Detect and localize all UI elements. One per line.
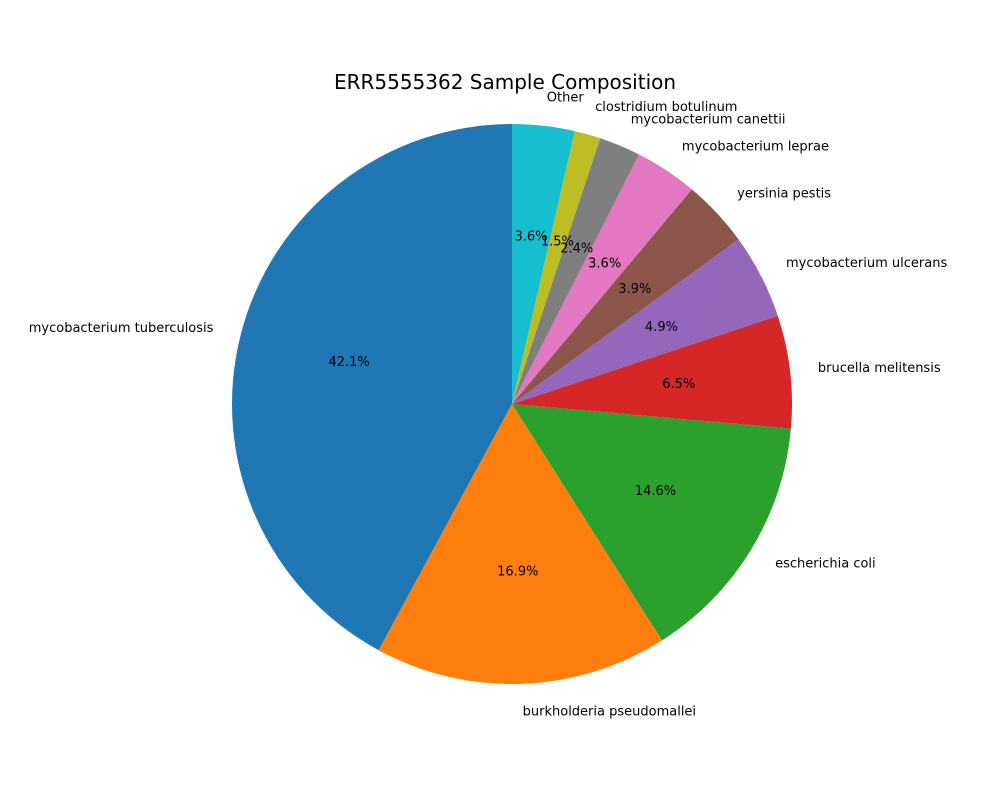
- pie-slice: [512, 239, 778, 404]
- pie-slice: [512, 189, 739, 404]
- slice-percent-label: 2.4%: [560, 241, 593, 256]
- chart-title: ERR5555362 Sample Composition: [334, 70, 676, 94]
- pie-slice: [378, 404, 663, 684]
- pie-slice: [512, 138, 640, 404]
- slice-label: clostridium botulinum: [595, 100, 737, 115]
- slice-percent-label: 6.5%: [662, 377, 695, 392]
- pie-slice: [512, 404, 791, 641]
- slice-label: escherichia coli: [775, 557, 876, 572]
- slice-label: burkholderia pseudomallei: [523, 704, 696, 719]
- slice-label: brucella melitensis: [818, 361, 941, 376]
- slice-percent-label: 3.6%: [588, 256, 621, 271]
- slices-layer: [232, 124, 793, 684]
- pie-slice: [512, 154, 692, 404]
- slice-label: mycobacterium ulcerans: [786, 256, 947, 271]
- slice-label: mycobacterium leprae: [682, 140, 829, 155]
- slice-percent-label: 16.9%: [497, 564, 538, 579]
- slice-percent-label: 14.6%: [635, 484, 676, 499]
- slice-percent-label: 4.9%: [645, 320, 678, 335]
- pie-slice: [512, 315, 793, 429]
- pie-slice: [512, 131, 601, 404]
- percent-labels-layer: 42.1%16.9%14.6%6.5%4.9%3.9%3.6%2.4%1.5%3…: [328, 230, 695, 580]
- slice-label: Other: [547, 90, 585, 105]
- labels-layer: mycobacterium tuberculosis burkholderia p…: [29, 90, 948, 719]
- pie-slice: [512, 124, 575, 404]
- slice-percent-label: 42.1%: [328, 355, 369, 370]
- slice-percent-label: 3.6%: [514, 230, 547, 245]
- pie-slice: [232, 124, 513, 651]
- slice-percent-label: 3.9%: [618, 282, 651, 297]
- slice-label: yersinia pestis: [737, 186, 831, 201]
- slice-label: mycobacterium tuberculosis: [29, 321, 214, 336]
- slice-percent-label: 1.5%: [541, 235, 574, 250]
- slice-label: mycobacterium canettii: [631, 112, 786, 127]
